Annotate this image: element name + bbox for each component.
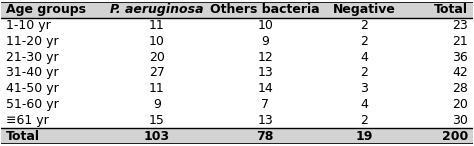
Text: 1-10 yr: 1-10 yr: [6, 19, 51, 32]
Text: P. aeruginosa: P. aeruginosa: [110, 3, 204, 16]
Text: Age groups: Age groups: [6, 3, 86, 16]
Text: ≡61 yr: ≡61 yr: [6, 114, 49, 127]
Text: 42: 42: [452, 66, 468, 80]
Text: 7: 7: [261, 98, 269, 111]
Text: 30: 30: [452, 114, 468, 127]
Text: 27: 27: [149, 66, 165, 80]
Text: 2: 2: [360, 35, 368, 48]
Text: 10: 10: [257, 19, 273, 32]
Text: 200: 200: [442, 130, 468, 143]
Text: 9: 9: [261, 35, 269, 48]
Text: 2: 2: [360, 19, 368, 32]
Text: 4: 4: [360, 98, 368, 111]
Text: 31-40 yr: 31-40 yr: [6, 66, 59, 80]
Text: Others bacteria: Others bacteria: [210, 3, 320, 16]
Text: 12: 12: [257, 51, 273, 64]
Text: 13: 13: [257, 114, 273, 127]
Text: Total: Total: [434, 3, 468, 16]
Text: 3: 3: [360, 82, 368, 95]
Text: 28: 28: [452, 82, 468, 95]
Text: 4: 4: [360, 51, 368, 64]
Text: 15: 15: [149, 114, 165, 127]
Text: 10: 10: [149, 35, 165, 48]
Text: 2: 2: [360, 66, 368, 80]
Text: 13: 13: [257, 66, 273, 80]
Text: 21: 21: [452, 35, 468, 48]
Text: 20: 20: [452, 98, 468, 111]
Text: 36: 36: [452, 51, 468, 64]
FancyBboxPatch shape: [1, 2, 473, 18]
Text: 103: 103: [144, 130, 170, 143]
Text: 23: 23: [452, 19, 468, 32]
Text: 41-50 yr: 41-50 yr: [6, 82, 59, 95]
Text: 11: 11: [149, 82, 165, 95]
Text: 19: 19: [356, 130, 373, 143]
Text: 11: 11: [149, 19, 165, 32]
Text: 21-30 yr: 21-30 yr: [6, 51, 59, 64]
Text: 11-20 yr: 11-20 yr: [6, 35, 59, 48]
Text: 78: 78: [256, 130, 274, 143]
Text: Total: Total: [6, 130, 40, 143]
Text: 14: 14: [257, 82, 273, 95]
Text: Negative: Negative: [333, 3, 396, 16]
FancyBboxPatch shape: [1, 128, 473, 144]
Text: 2: 2: [360, 114, 368, 127]
Text: 9: 9: [153, 98, 161, 111]
Text: 51-60 yr: 51-60 yr: [6, 98, 59, 111]
Text: 20: 20: [149, 51, 165, 64]
